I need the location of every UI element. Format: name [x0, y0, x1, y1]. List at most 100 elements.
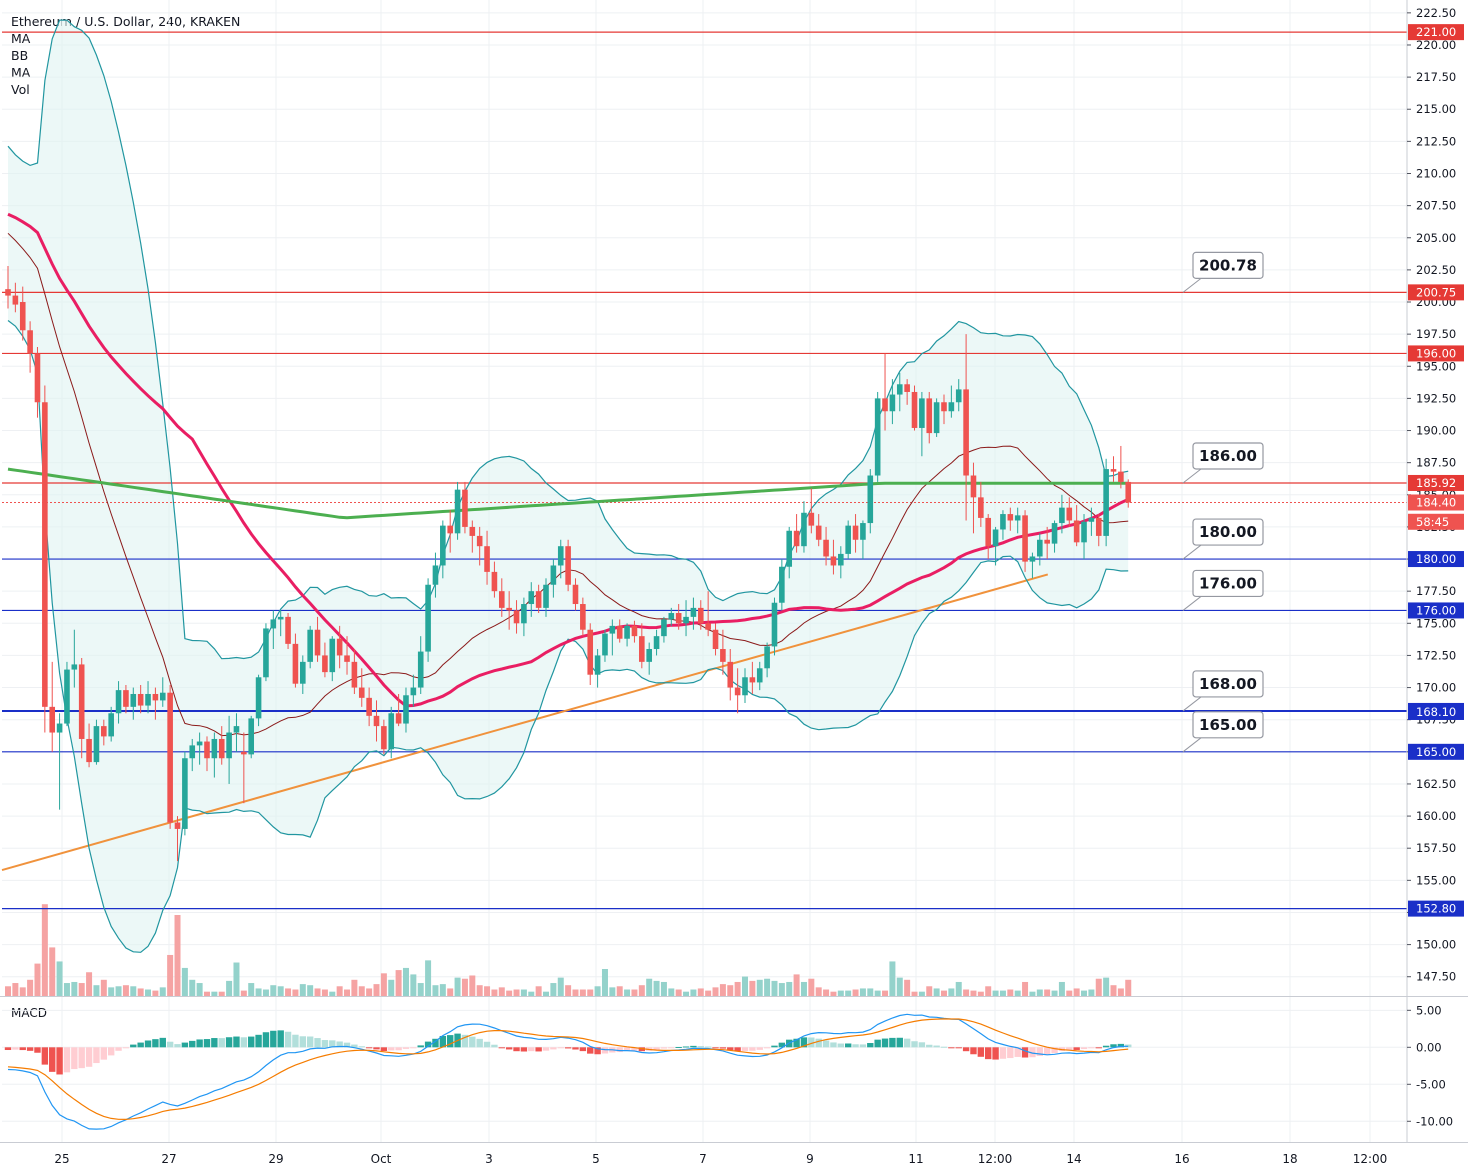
- macd-histogram-bar: [373, 1047, 380, 1050]
- callout-text: 186.00: [1199, 447, 1257, 465]
- candle-body: [388, 713, 395, 750]
- volume-bar: [12, 983, 19, 996]
- macd-histogram-bar: [844, 1043, 852, 1048]
- candle-body: [101, 726, 107, 737]
- y-tick-label: 222.50: [1416, 6, 1456, 20]
- macd-histogram-bar: [830, 1042, 837, 1048]
- macd-histogram-bar: [189, 1040, 196, 1048]
- macd-histogram-bar: [255, 1034, 262, 1048]
- x-tick-label: 29: [268, 1152, 283, 1166]
- macd-histogram-bar: [432, 1038, 439, 1048]
- level-tag-200.75-bg: [1408, 284, 1464, 301]
- indicator-bb-label[interactable]: BB: [11, 48, 29, 63]
- candle-body: [336, 638, 343, 656]
- level-tag-152.80-bg: [1408, 900, 1464, 917]
- y-tick-label: 175.00: [1416, 616, 1456, 630]
- indicator-vol-label[interactable]: Vol: [11, 82, 30, 97]
- volume-bar: [484, 986, 491, 996]
- volume-bar: [513, 989, 520, 996]
- volume-bar: [137, 988, 144, 996]
- macd-histogram-bar: [447, 1035, 454, 1048]
- y-tick-label: 157.50: [1416, 841, 1456, 855]
- x-tick-label: 3: [485, 1152, 493, 1166]
- level-tag-221.00: 221.00: [1416, 25, 1456, 39]
- volume-bar: [49, 947, 56, 996]
- volume-bar: [314, 988, 321, 996]
- candle-body: [425, 584, 431, 652]
- macd-histogram-bar: [977, 1047, 985, 1057]
- volume-bar: [63, 983, 70, 996]
- indicator-ma2-label[interactable]: MA: [11, 65, 31, 80]
- candle-body: [263, 628, 269, 678]
- volume-bar: [579, 989, 586, 996]
- volume-bar: [78, 983, 85, 996]
- y-tick-label: 147.50: [1416, 970, 1456, 984]
- candle-body: [182, 758, 188, 829]
- volume-bar: [506, 990, 513, 996]
- macd-histogram-bar: [299, 1036, 306, 1048]
- volume-bar: [535, 986, 542, 996]
- indicator-ma-label[interactable]: MA: [11, 31, 31, 46]
- macd-histogram-bar: [166, 1041, 174, 1048]
- volume-bar: [1110, 985, 1117, 996]
- volume-bars: [5, 904, 1132, 996]
- volume-bar: [86, 972, 93, 996]
- candle-body: [580, 604, 586, 630]
- macd-histogram-bar: [71, 1047, 78, 1070]
- macd-histogram-bar: [284, 1031, 292, 1048]
- candle-body: [786, 530, 793, 567]
- macd-histogram-bar: [579, 1047, 587, 1052]
- volume-bar: [56, 961, 63, 996]
- x-tick-label: 12:00: [978, 1152, 1013, 1166]
- candle-body: [351, 661, 358, 688]
- macd-histogram-bar: [34, 1047, 41, 1053]
- volume-bar: [933, 988, 940, 996]
- candle-body: [992, 529, 999, 547]
- candle-body: [307, 629, 313, 662]
- candle-body: [874, 398, 881, 476]
- candle-body: [123, 690, 129, 707]
- candle-body: [285, 616, 291, 644]
- bollinger-fill-area: [8, 20, 1129, 953]
- macd-histogram-bar: [248, 1036, 255, 1048]
- macd-histogram-bar: [1036, 1047, 1043, 1056]
- candle-body: [941, 402, 947, 412]
- bb-lower-line: [7, 320, 1129, 953]
- macd-histogram-bar: [93, 1047, 100, 1064]
- candle-body: [771, 602, 778, 647]
- candle-body: [484, 546, 490, 572]
- candle-body: [1029, 556, 1036, 562]
- volume-bar: [277, 986, 284, 996]
- volume-bar: [594, 986, 601, 996]
- candle-body: [683, 616, 689, 624]
- candle-body: [1095, 517, 1102, 536]
- macd-histogram-bar: [306, 1036, 314, 1048]
- volume-bar: [93, 985, 100, 996]
- macd-histogram-bar: [513, 1047, 520, 1052]
- macd-histogram-bar: [557, 1047, 564, 1049]
- macd-histogram-bar: [461, 1034, 469, 1048]
- candle-body: [211, 738, 218, 759]
- ma-line: [7, 212, 1129, 708]
- macd-histogram-bar: [211, 1038, 218, 1048]
- macd-line: [7, 1013, 1129, 1130]
- volume-bar: [646, 978, 653, 996]
- candle-body: [572, 584, 579, 605]
- volume-bar: [196, 983, 203, 996]
- level-tag-165.00-bg: [1408, 743, 1464, 760]
- macd-histogram-bar: [1066, 1047, 1073, 1050]
- candle-body: [241, 751, 247, 755]
- volume-bar: [498, 987, 505, 996]
- price-callouts: 200.78 186.00 180.00 176.00 168.00 165.00: [1182, 251, 1264, 753]
- macd-histogram-bar: [970, 1047, 977, 1055]
- macd-histogram-bar: [159, 1037, 166, 1048]
- macd-histogram-bar: [85, 1047, 93, 1067]
- candle-body: [115, 690, 122, 714]
- candle-body: [616, 625, 623, 639]
- ma-long-line: [7, 467, 1129, 520]
- candle-body: [395, 713, 402, 724]
- macd-histogram-bar: [498, 1047, 505, 1049]
- macd-histogram-bar: [815, 1038, 822, 1048]
- volume-bar: [425, 960, 432, 996]
